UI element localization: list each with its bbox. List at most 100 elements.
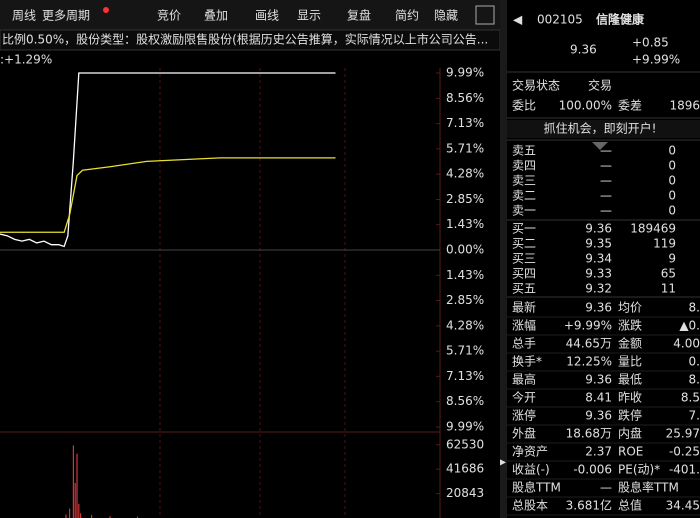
book-price: — bbox=[600, 144, 612, 158]
toolbar-button[interactable]: 周线 bbox=[12, 9, 36, 23]
book-label: 买二 bbox=[512, 237, 536, 251]
toolbar-button[interactable]: 竞价 bbox=[157, 9, 181, 23]
book-price: 9.33 bbox=[585, 267, 612, 281]
banner-bg[interactable] bbox=[507, 120, 700, 138]
y-tick-label: 2.85% bbox=[446, 192, 484, 206]
stat-label: 总股本 bbox=[512, 499, 548, 513]
stat-value: 7. bbox=[689, 409, 700, 423]
y-tick-label: 1.43% bbox=[446, 268, 484, 282]
book-label: 卖四 bbox=[512, 159, 536, 173]
toolbar-button[interactable]: 隐藏 bbox=[434, 9, 458, 23]
volume-tick-label: 41686 bbox=[446, 462, 484, 476]
book-volume: 0 bbox=[668, 144, 676, 158]
stat-label: 最低 bbox=[618, 373, 642, 387]
book-label: 买四 bbox=[512, 267, 536, 281]
toolbar-button[interactable]: 画线 bbox=[255, 9, 279, 23]
stat-value: 8. bbox=[689, 373, 700, 387]
scrollbar[interactable] bbox=[500, 0, 507, 518]
stat-label: 净资产 bbox=[512, 445, 548, 459]
stat-value: 12.25% bbox=[566, 355, 612, 369]
stat-label: 总值 bbox=[618, 498, 642, 513]
book-price: — bbox=[600, 189, 612, 203]
stat-value: 9.36 bbox=[585, 301, 612, 315]
status-cell: 委比 bbox=[512, 99, 536, 113]
banner[interactable]: 抓住机会，即刻开户! bbox=[544, 121, 657, 136]
stat-value: 4.00 bbox=[673, 337, 700, 351]
y-tick-label: 9.99% bbox=[446, 66, 484, 80]
book-label: 卖二 bbox=[512, 189, 536, 203]
toolbar-button[interactable]: 叠加 bbox=[204, 9, 228, 23]
book-label: 买五 bbox=[512, 282, 536, 296]
stat-label: 量比 bbox=[618, 355, 642, 369]
book-volume: 9 bbox=[668, 252, 676, 266]
stat-label: 股息TTM bbox=[512, 480, 561, 495]
stat-label: 换手* bbox=[512, 355, 542, 369]
book-volume: 65 bbox=[661, 267, 676, 281]
price-change-pct: +9.99% bbox=[632, 53, 680, 67]
fullscreen-icon[interactable] bbox=[475, 5, 495, 25]
book-volume: 0 bbox=[668, 189, 676, 203]
price-line bbox=[0, 72, 336, 248]
book-volume: 11 bbox=[661, 282, 676, 296]
toolbar-button[interactable]: 复盘 bbox=[347, 8, 371, 23]
stat-value: 8.41 bbox=[585, 391, 612, 405]
y-tick-label: 4.28% bbox=[446, 167, 484, 181]
volume-tick-label: 20843 bbox=[446, 486, 484, 500]
y-tick-label: 7.13% bbox=[446, 116, 484, 130]
stat-label: 收益(-) bbox=[512, 463, 550, 477]
status-cell: 1896 bbox=[669, 99, 700, 113]
book-volume: 119 bbox=[653, 237, 676, 251]
stat-value: ▲0. bbox=[679, 319, 700, 333]
y-tick-label: 5.71% bbox=[446, 344, 484, 358]
collapse-arrow[interactable]: ▸ bbox=[500, 455, 506, 469]
book-label: 买三 bbox=[512, 252, 536, 266]
y-tick-label: 0.00% bbox=[446, 243, 484, 257]
book-label: 卖三 bbox=[512, 174, 536, 188]
stat-value: — bbox=[600, 481, 612, 495]
notify-dot bbox=[103, 7, 109, 13]
book-price: 9.36 bbox=[585, 222, 612, 236]
stock-price: 9.36 bbox=[570, 43, 597, 57]
status-cell: 交易状态 bbox=[512, 78, 560, 93]
stat-value: 25.97 bbox=[666, 427, 700, 441]
stat-label: 金额 bbox=[618, 336, 642, 351]
stat-label: 涨跌 bbox=[618, 318, 642, 333]
y-tick-label: 8.56% bbox=[446, 394, 484, 408]
stat-label: 涨停 bbox=[512, 408, 536, 423]
collapse-tab[interactable] bbox=[592, 142, 608, 150]
stat-label: PE(动)* bbox=[618, 463, 660, 477]
stat-value: -401. bbox=[669, 463, 700, 477]
toolbar-button[interactable]: 显示 bbox=[297, 9, 321, 23]
toolbar-button[interactable]: 更多周期 bbox=[42, 9, 90, 23]
y-tick-label: 9.99% bbox=[446, 420, 484, 434]
stat-label: 最新 bbox=[512, 300, 536, 315]
price-line bbox=[0, 157, 336, 233]
stat-label: 均价 bbox=[618, 301, 642, 315]
y-tick-label: 4.28% bbox=[446, 318, 484, 332]
y-tick-label: 1.43% bbox=[446, 217, 484, 231]
stat-label: 内盘 bbox=[618, 426, 642, 441]
book-volume: 0 bbox=[668, 174, 676, 188]
book-price: — bbox=[600, 174, 612, 188]
book-price: 9.34 bbox=[585, 252, 612, 266]
toolbar-button[interactable]: 简约 bbox=[395, 8, 419, 23]
stat-value: 9.36 bbox=[585, 409, 612, 423]
stat-label: 今开 bbox=[512, 390, 536, 405]
expand-icon[interactable]: ◀ bbox=[513, 13, 523, 27]
stat-label: 总手 bbox=[512, 337, 536, 351]
stat-value: -0.006 bbox=[573, 463, 612, 477]
book-volume: 0 bbox=[668, 159, 676, 173]
y-tick-label: 8.56% bbox=[446, 91, 484, 105]
stat-label: 昨收 bbox=[618, 391, 642, 405]
stat-label: 涨幅 bbox=[512, 318, 536, 333]
stat-label: 跌停 bbox=[618, 408, 642, 423]
stat-value: 34.45 bbox=[666, 499, 700, 513]
stock-code: 002105 bbox=[537, 13, 583, 27]
y-tick-label: 5.71% bbox=[446, 141, 484, 155]
book-label: 买一 bbox=[512, 222, 536, 236]
change-label: :+1.29% bbox=[0, 53, 52, 67]
toolbar bbox=[0, 0, 500, 30]
y-tick-label: 2.85% bbox=[446, 293, 484, 307]
stat-label: ROE bbox=[618, 445, 643, 459]
stat-value: 8. bbox=[689, 301, 700, 315]
